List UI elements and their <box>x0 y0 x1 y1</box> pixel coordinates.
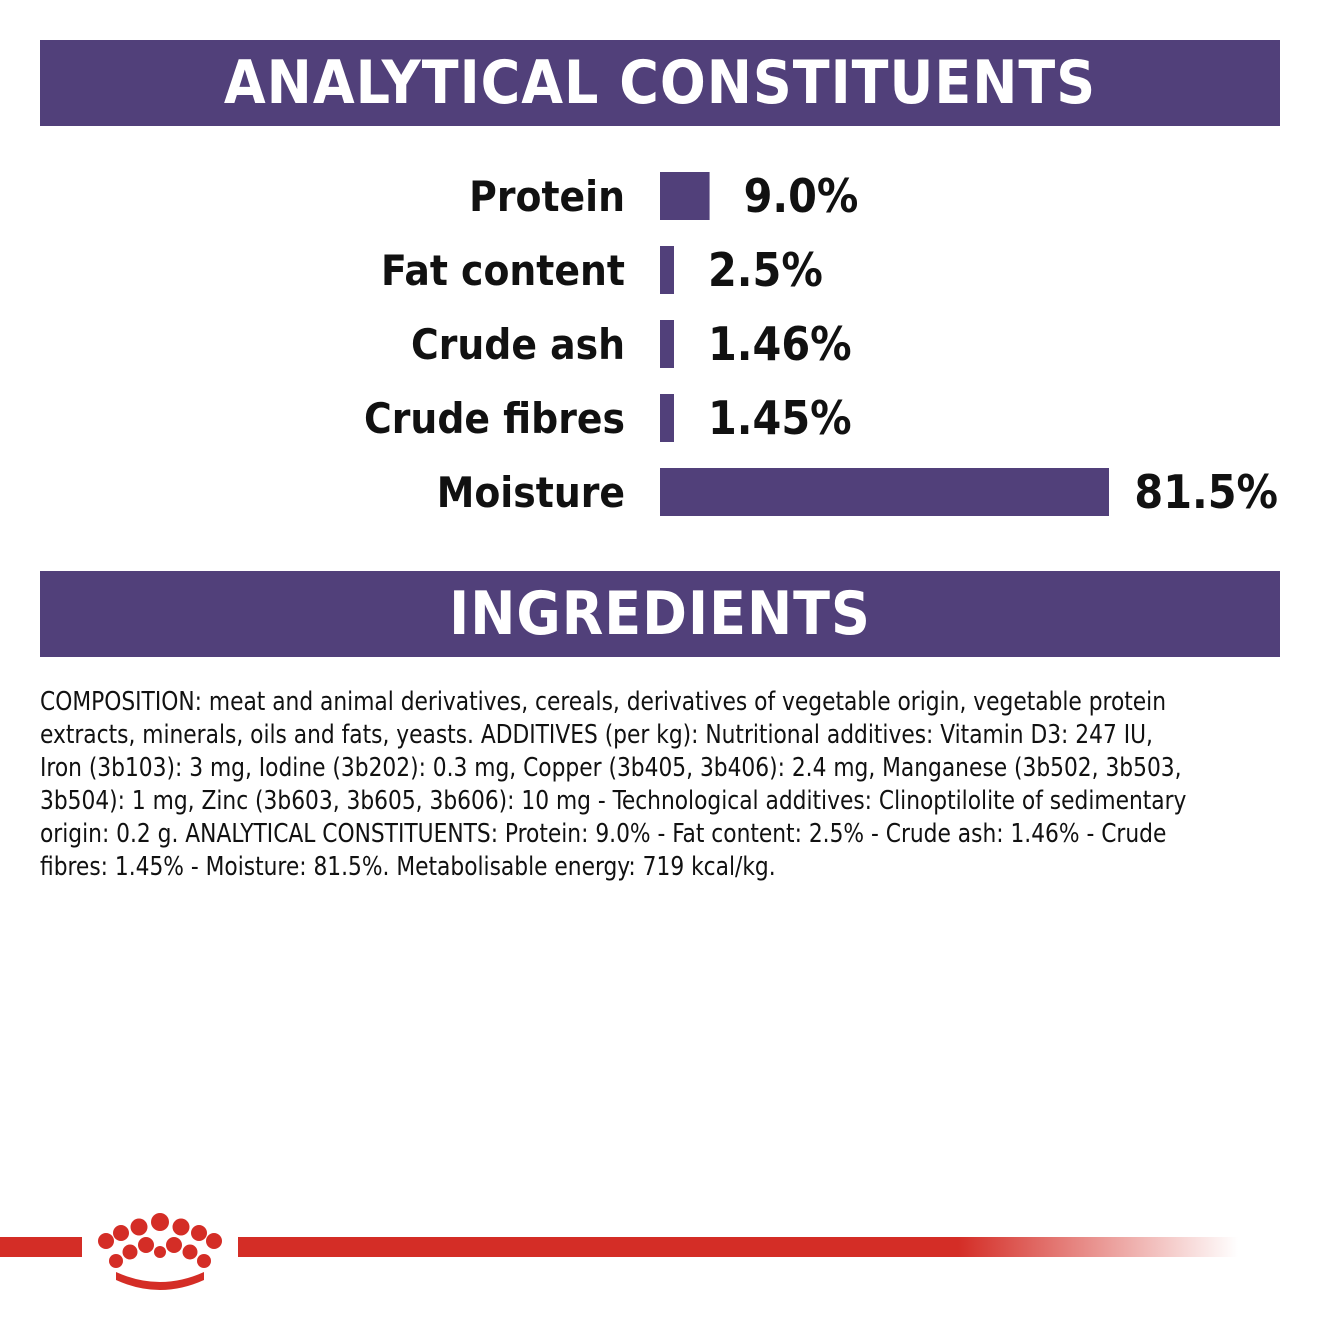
ingredients-header: INGREDIENTS <box>40 571 1280 657</box>
category-label: Crude ash <box>411 320 625 369</box>
footer-brand-strip <box>0 1213 1238 1290</box>
analytical-constituents-title: ANALYTICAL CONSTITUENTS <box>223 48 1097 118</box>
value-label: 9.0% <box>744 169 859 223</box>
ingredients-composition-text: COMPOSITION: meat and animal derivatives… <box>40 687 1187 882</box>
category-label: Moisture <box>437 468 625 517</box>
bar <box>660 246 674 294</box>
analytical-bar-chart: Protein 9.0% Fat content 2.5% Crude ash 1.46%… <box>364 169 1278 519</box>
value-label: 2.5% <box>708 243 823 297</box>
crown-icon <box>98 1213 222 1290</box>
bar <box>660 394 674 442</box>
category-label: Crude fibres <box>364 394 625 443</box>
bar <box>660 320 674 368</box>
footer-red-line-right <box>238 1237 1238 1257</box>
category-label: Fat content <box>381 246 625 295</box>
value-label: 81.5% <box>1134 465 1278 519</box>
analytical-constituents-header: ANALYTICAL CONSTITUENTS <box>40 40 1280 126</box>
category-label: Protein <box>469 172 625 221</box>
bar <box>660 468 1109 516</box>
bar <box>660 172 710 220</box>
ingredients-title: INGREDIENTS <box>449 579 871 649</box>
value-label: 1.46% <box>708 317 852 371</box>
value-label: 1.45% <box>708 391 852 445</box>
footer-red-line-left <box>0 1237 82 1257</box>
